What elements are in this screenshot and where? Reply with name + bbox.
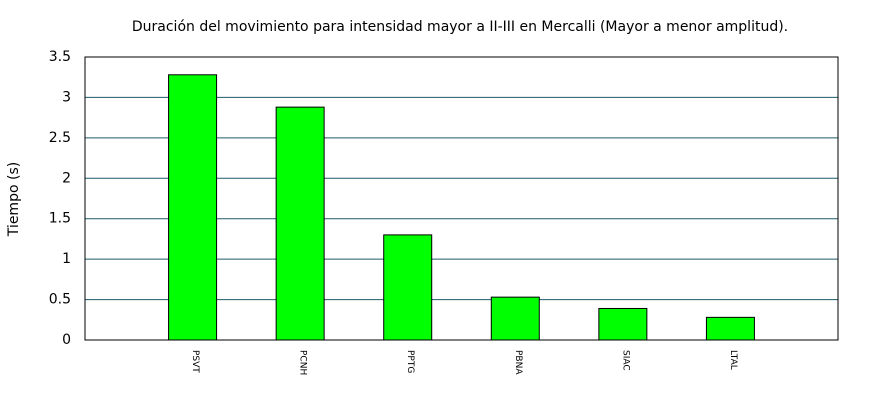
x-tick-label: LTAL xyxy=(728,350,738,370)
y-tick-label: 1.5 xyxy=(49,211,71,227)
x-tick-label: PBNA xyxy=(513,350,523,375)
y-tick-label: 1 xyxy=(62,251,71,267)
y-axis-label: Tiempo (s) xyxy=(6,162,22,237)
bar xyxy=(168,74,218,341)
plot-frame xyxy=(84,56,839,341)
y-tick-label: 2 xyxy=(62,170,71,186)
bar xyxy=(598,307,648,341)
bar xyxy=(383,234,433,341)
y-tick-label: 0 xyxy=(62,332,71,348)
x-tick-label: SIAC xyxy=(620,350,630,371)
bar xyxy=(275,106,325,341)
y-tick-label: 0.5 xyxy=(49,292,71,308)
x-tick-label: PSVT xyxy=(190,350,200,373)
y-tick-label: 3 xyxy=(62,89,71,105)
x-tick-label: PPTG xyxy=(405,350,415,373)
y-tick-label: 2.5 xyxy=(49,130,71,146)
bar xyxy=(490,296,540,341)
x-tick-label: PCNH xyxy=(298,350,308,375)
chart-title: Duración del movimiento para intensidad … xyxy=(132,19,788,35)
bar xyxy=(705,316,755,341)
y-tick-label: 3.5 xyxy=(49,49,71,65)
